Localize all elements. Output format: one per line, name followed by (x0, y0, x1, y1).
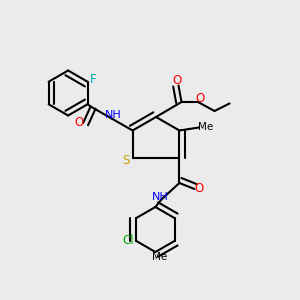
Text: F: F (90, 73, 96, 86)
Text: O: O (195, 92, 204, 106)
Text: Me: Me (152, 252, 167, 262)
Text: O: O (172, 74, 182, 88)
Text: S: S (122, 154, 130, 167)
Text: O: O (194, 182, 203, 196)
Text: Cl: Cl (123, 234, 134, 247)
Text: NH: NH (152, 191, 168, 202)
Text: O: O (74, 116, 83, 130)
Text: NH: NH (105, 110, 122, 120)
Text: Me: Me (198, 122, 213, 133)
